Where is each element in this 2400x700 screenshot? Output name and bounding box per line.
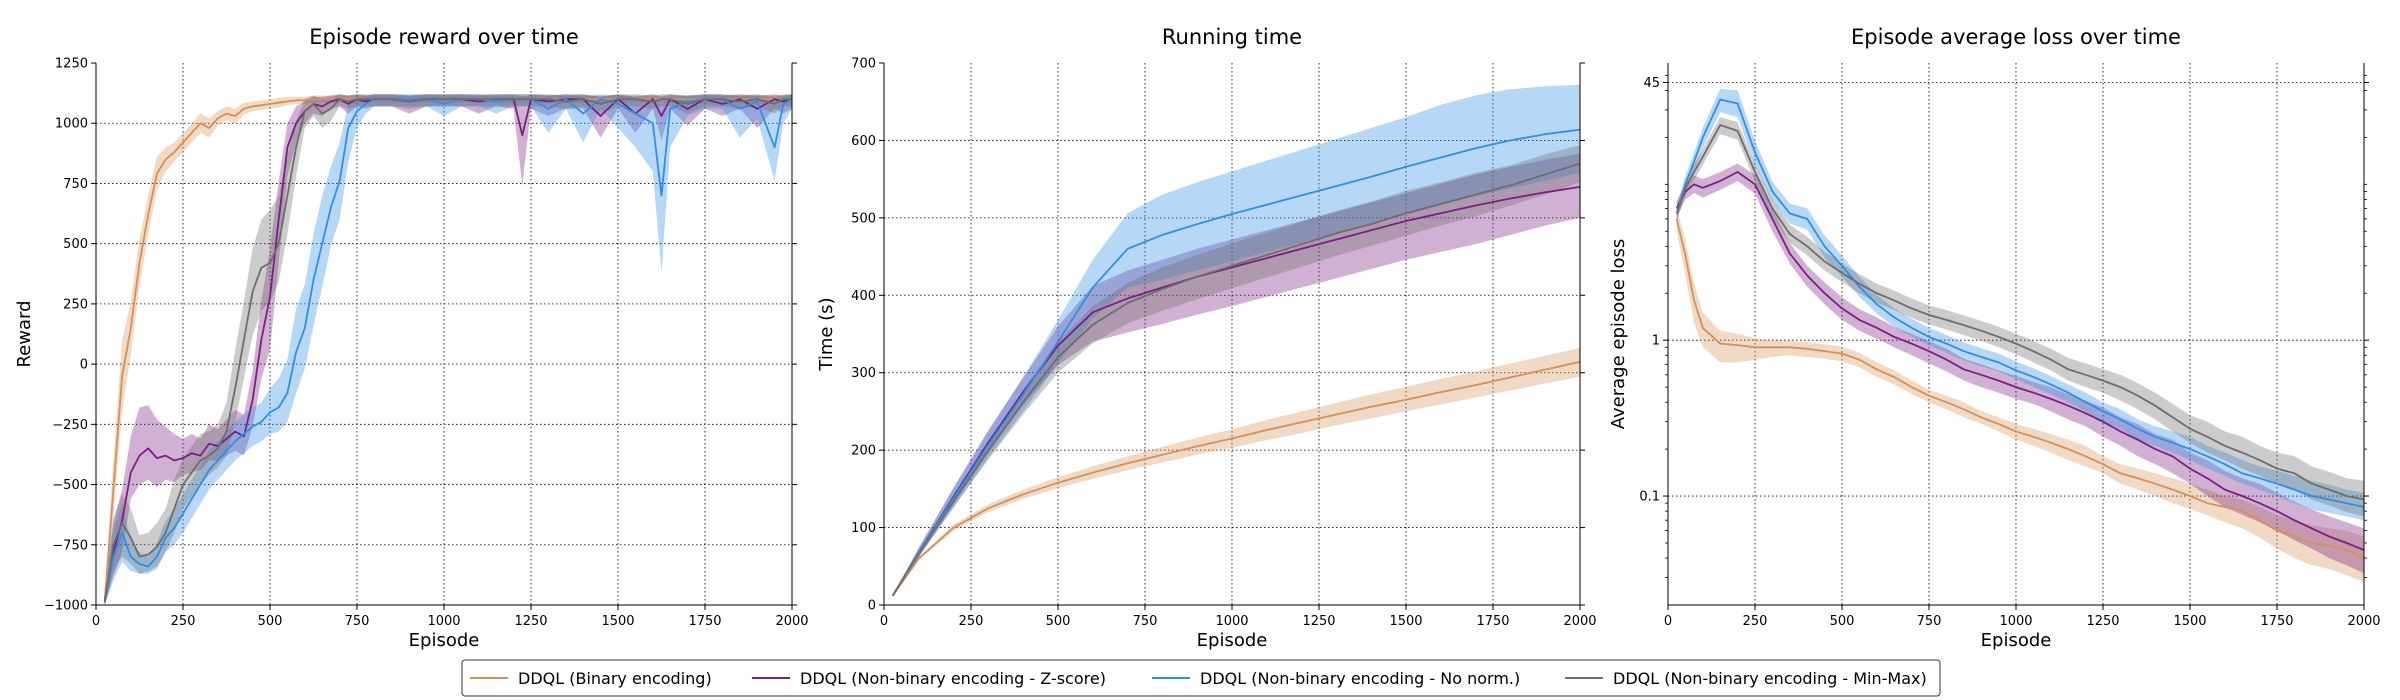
x-tick-label: 1000 [1999,614,2032,629]
x-axis-label: Episode [1981,630,2052,651]
x-tick-label: 250 [959,614,984,629]
band-minmax [104,94,792,606]
y-tick-label: 250 [63,297,88,312]
legend-label: DDQL (Non-binary encoding - No norm.) [1200,669,1520,688]
y-tick-label: 400 [851,289,876,304]
y-tick-label: −500 [52,478,88,493]
x-tick-label: 250 [1743,614,1768,629]
band-nonorm [1676,88,2364,521]
loss-panel: 0 250 500 750 1000 1250 1500 1750 2000 0.1 1 45 Epis… [1608,25,2381,651]
y-tick-label: 600 [851,134,876,149]
x-axis-label: Episode [1197,630,1268,651]
band-zscore [104,94,792,606]
reward-panel: 0 250 500 750 1000 1250 1500 1750 2000 −1000 −750 −… [14,25,809,651]
y-tick-label: 0 [868,599,876,614]
y-tick-label: 45 [1643,76,1660,91]
series-line-binary [103,98,792,603]
y-tick-label: 100 [851,521,876,536]
legend-box [461,659,1941,697]
x-tick-label: 1750 [688,614,721,629]
series-line-zscore [103,98,793,601]
y-tick-label: 1000 [55,117,88,132]
series-line-zscore [891,186,1581,597]
y-tick-label: 700 [851,57,876,72]
x-tick-label: 750 [1133,614,1158,629]
y-tick-label: 750 [63,177,88,192]
chart-title: Episode average loss over time [1851,25,2181,49]
x-tick-label: 0 [92,614,100,629]
x-tick-label: 2000 [1563,614,1596,629]
x-tick-label: 750 [1917,614,1942,629]
y-tick-label: 500 [851,211,876,226]
y-tick-label: 1 [1652,334,1660,349]
band-nonorm [892,84,1580,596]
series-line-binary [1675,218,2365,559]
y-tick-label: 0 [80,358,88,373]
chart-title: Running time [1162,25,1302,49]
x-tick-label: 1750 [2260,614,2293,629]
x-tick-label: 500 [258,614,283,629]
series-line-nonorm [891,128,1581,597]
y-tick-label: 500 [63,237,88,252]
series-line-nonorm [103,98,793,603]
legend-label: DDQL (Non-binary encoding - Min-Max) [1613,669,1927,688]
running-time-panel: 0 250 500 750 1000 1250 1500 1750 2000 0 100 200 300… [816,25,1597,651]
x-tick-label: 250 [171,614,196,629]
series-line-minmax [891,162,1581,597]
y-axis-label: Average episode loss [1608,239,1629,430]
x-tick-label: 500 [1046,614,1071,629]
x-tick-label: 750 [345,614,370,629]
y-tick-label: −250 [52,418,88,433]
x-tick-label: 2000 [2347,614,2380,629]
chart-title: Episode reward over time [309,25,579,49]
y-tick-label: −1000 [44,599,88,614]
x-tick-label: 1750 [1476,614,1509,629]
x-tick-label: 0 [880,614,888,629]
y-axis-label: Reward [14,300,35,367]
legend-label: DDQL (Binary encoding) [518,669,712,688]
legend-label: DDQL (Non-binary encoding - Z-score) [800,669,1106,688]
y-tick-label: 1250 [55,57,88,72]
x-tick-label: 1250 [1302,614,1335,629]
x-tick-label: 1500 [601,614,634,629]
band-nonorm [104,94,792,606]
y-tick-label: 0.1 [1639,490,1660,505]
band-binary [104,95,792,605]
band-binary [1676,208,2364,583]
x-tick-label: 500 [1830,614,1855,629]
x-tick-label: 1500 [2173,614,2206,629]
x-tick-label: 0 [1664,614,1672,629]
x-tick-label: 1000 [427,614,460,629]
x-tick-label: 2000 [775,614,808,629]
y-tick-label: 200 [851,444,876,459]
series-line-minmax [1675,124,2365,501]
x-tick-label: 1250 [2086,614,2119,629]
y-axis-label: Time (s) [816,297,837,371]
x-tick-label: 1000 [1215,614,1248,629]
y-tick-label: −750 [52,538,88,553]
legend: DDQL (Binary encoding) DDQL (Non-binary e… [461,659,1941,697]
series-line-zscore [1675,171,2365,551]
series-line-binary [891,361,1581,597]
x-tick-label: 1250 [514,614,547,629]
x-tick-label: 1500 [1389,614,1422,629]
band-minmax [892,145,1580,596]
band-minmax [1676,117,2364,517]
y-tick-label: 300 [851,366,876,381]
series-line-nonorm [1675,98,2365,508]
band-binary [892,347,1580,596]
x-axis-label: Episode [409,630,480,651]
series-line-minmax [103,98,792,603]
